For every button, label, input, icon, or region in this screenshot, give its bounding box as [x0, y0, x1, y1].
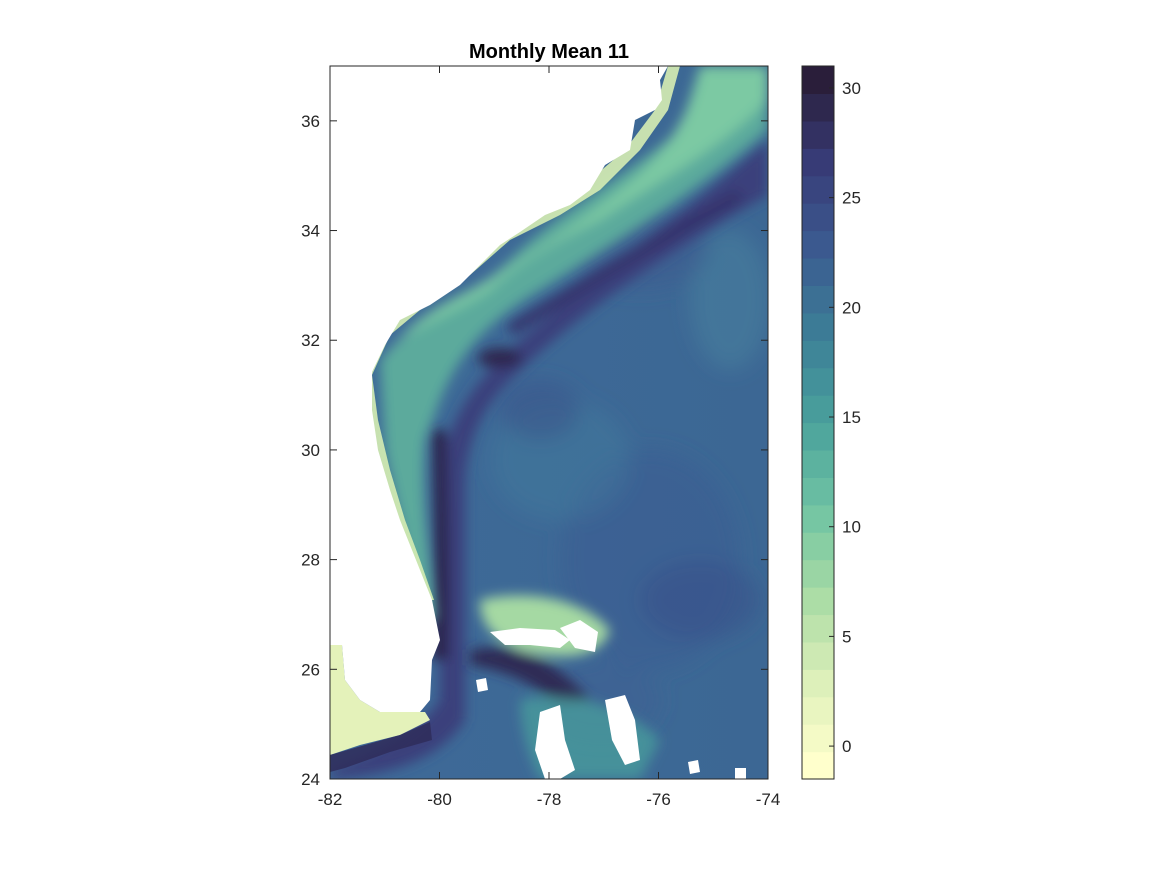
- chart-title: Monthly Mean 11: [469, 41, 629, 63]
- y-tick-label: 28: [301, 551, 320, 570]
- y-tick-label: 26: [301, 660, 320, 679]
- land-mask-cays: [605, 695, 640, 765]
- gulf-stream: [330, 140, 768, 779]
- colorbar-tick-label: 25: [842, 189, 861, 208]
- colorbar-segment: [802, 66, 834, 95]
- colorbar-segment: [802, 724, 834, 753]
- colorbar-segment: [802, 395, 834, 424]
- colorbar-tick-label: 5: [842, 627, 851, 646]
- shelf-waters: [380, 66, 768, 620]
- colorbar-segment: [802, 504, 834, 533]
- y-tick-label: 34: [301, 222, 320, 241]
- colorbar-segment: [802, 559, 834, 588]
- land-mask-bahamas-central: [560, 620, 598, 652]
- colorbar-tick-label: 15: [842, 408, 861, 427]
- florida-keys-shelf: [330, 722, 432, 772]
- colorbar-segment: [802, 93, 834, 122]
- florida-shelf: [330, 645, 430, 755]
- colorbar-segment: [802, 477, 834, 506]
- y-axis: 24 26 28 30 32 34 36: [301, 112, 768, 789]
- y-tick-label: 32: [301, 331, 320, 350]
- x-tick-label: -74: [756, 790, 781, 809]
- colorbar-tick-label: 0: [842, 737, 851, 756]
- land-mask-small-cay-3: [735, 768, 746, 779]
- colorbar-segment: [802, 148, 834, 177]
- colorbar-tick-label: 30: [842, 79, 861, 98]
- land-mask-mainland: [330, 66, 668, 712]
- x-tick-label: -78: [537, 790, 562, 809]
- colorbar-segment: [802, 669, 834, 698]
- land-mask-andros: [535, 705, 575, 779]
- colorbar-segment: [802, 175, 834, 204]
- colorbar-segment: [802, 641, 834, 670]
- x-tick-label: -82: [318, 790, 343, 809]
- colorbar-segment: [802, 340, 834, 369]
- x-tick-label: -76: [646, 790, 671, 809]
- land-mask-small-cay-2: [688, 760, 700, 774]
- colorbar-segment: [802, 614, 834, 643]
- colorbar-segment: [802, 751, 834, 780]
- colorbar-frame: [801, 65, 835, 780]
- y-tick-label: 36: [301, 112, 320, 131]
- colorbar-segment: [802, 532, 834, 561]
- x-tick-label: -80: [427, 790, 452, 809]
- colorbar-segment: [802, 312, 834, 341]
- colorbar-tick-label: 10: [842, 518, 861, 537]
- colorbar: 0 5 10 15 20 25 30: [801, 65, 861, 780]
- colorbar-segment: [802, 367, 834, 396]
- heatmap-field: [330, 66, 768, 779]
- colorbar-segment: [802, 120, 834, 149]
- colorbar-segment: [802, 285, 834, 314]
- land-mask-bahamas-north: [490, 628, 570, 648]
- x-axis: -82 -80 -78 -76 -74: [318, 66, 781, 809]
- land-mask-small-cay-1: [476, 678, 488, 692]
- y-tick-label: 24: [301, 770, 320, 789]
- colorbar-segment: [802, 422, 834, 451]
- y-tick-label: 30: [301, 441, 320, 460]
- colorbar-segment: [802, 257, 834, 286]
- colorbar-segment: [802, 587, 834, 616]
- colorbar-segment: [802, 696, 834, 725]
- colorbar-segment: [802, 203, 834, 232]
- colorbar-segment: [802, 230, 834, 259]
- colorbar-segment: [802, 449, 834, 478]
- colorbar-tick-label: 20: [842, 298, 861, 317]
